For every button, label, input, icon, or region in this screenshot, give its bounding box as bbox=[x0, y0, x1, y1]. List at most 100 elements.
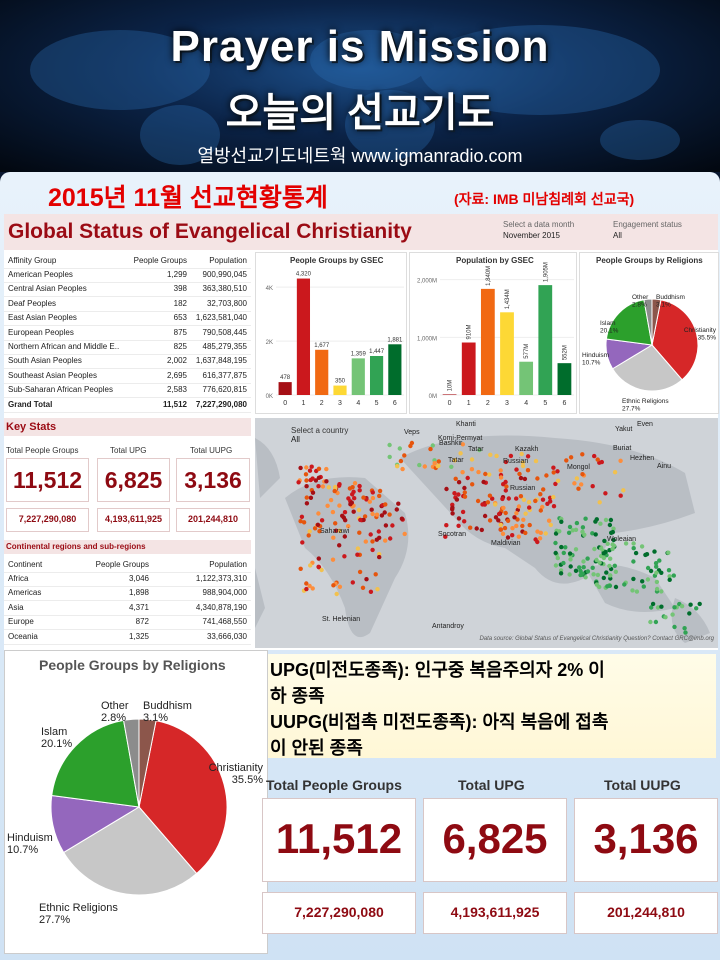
people-group-dot[interactable] bbox=[567, 572, 572, 577]
people-group-dot[interactable] bbox=[514, 467, 519, 472]
people-group-dot[interactable] bbox=[496, 518, 501, 523]
bar-gsec-5[interactable] bbox=[538, 285, 553, 395]
people-group-dot[interactable] bbox=[333, 528, 339, 533]
people-group-dot[interactable] bbox=[369, 507, 374, 512]
people-group-dot[interactable] bbox=[300, 540, 305, 545]
people-group-dot[interactable] bbox=[307, 529, 312, 534]
people-group-dot[interactable] bbox=[659, 604, 664, 609]
people-group-dot[interactable] bbox=[462, 485, 467, 491]
people-group-dot[interactable] bbox=[601, 575, 606, 581]
people-group-dot[interactable] bbox=[608, 576, 613, 581]
people-group-dot[interactable] bbox=[598, 521, 603, 526]
people-group-dot[interactable] bbox=[634, 589, 640, 594]
people-group-dot[interactable] bbox=[342, 554, 347, 559]
people-group-dot[interactable] bbox=[298, 465, 303, 471]
people-group-dot[interactable] bbox=[567, 551, 573, 556]
people-group-dot[interactable] bbox=[601, 555, 607, 561]
people-group-dot[interactable] bbox=[304, 484, 309, 489]
people-group-dot[interactable] bbox=[395, 464, 400, 469]
people-group-dot[interactable] bbox=[498, 522, 503, 527]
people-group-dot[interactable] bbox=[375, 587, 380, 592]
people-group-dot[interactable] bbox=[330, 509, 336, 515]
people-group-dot[interactable] bbox=[352, 481, 358, 486]
people-group-dot[interactable] bbox=[577, 565, 582, 570]
people-group-dot[interactable] bbox=[580, 452, 585, 457]
people-group-dot[interactable] bbox=[540, 497, 546, 502]
people-group-dot[interactable] bbox=[460, 509, 466, 515]
people-group-dot[interactable] bbox=[630, 588, 635, 593]
people-group-dot[interactable] bbox=[525, 454, 531, 459]
people-group-dot[interactable] bbox=[477, 447, 482, 453]
people-group-dot[interactable] bbox=[613, 569, 618, 574]
people-group-dot[interactable] bbox=[299, 514, 305, 519]
people-group-dot[interactable] bbox=[487, 493, 493, 498]
world-map[interactable]: Select a country All Khanti Veps Komi-Perm… bbox=[255, 418, 718, 648]
people-group-dot[interactable] bbox=[574, 520, 580, 526]
people-group-dot[interactable] bbox=[558, 571, 564, 576]
people-group-dot[interactable] bbox=[590, 484, 595, 489]
people-group-dot[interactable] bbox=[346, 496, 351, 501]
people-group-dot[interactable] bbox=[654, 570, 659, 575]
pie-slice-islam[interactable] bbox=[605, 299, 653, 346]
people-group-dot[interactable] bbox=[648, 619, 653, 625]
people-group-dot[interactable] bbox=[683, 630, 688, 635]
people-group-dot[interactable] bbox=[581, 565, 586, 570]
people-group-dot[interactable] bbox=[367, 499, 372, 504]
people-group-dot[interactable] bbox=[591, 572, 596, 577]
bar-gsec-0[interactable] bbox=[278, 382, 292, 395]
people-group-dot[interactable] bbox=[517, 471, 522, 477]
people-group-dot[interactable] bbox=[573, 568, 579, 573]
people-group-dot[interactable] bbox=[514, 496, 519, 501]
people-group-dot[interactable] bbox=[332, 488, 337, 494]
people-group-dot[interactable] bbox=[595, 457, 600, 462]
people-group-dot[interactable] bbox=[580, 472, 585, 477]
people-group-dot[interactable] bbox=[337, 528, 342, 533]
table-row[interactable]: American Peoples 1,299 900,990,045 bbox=[4, 268, 251, 283]
people-group-dot[interactable] bbox=[602, 538, 607, 544]
people-group-dot[interactable] bbox=[357, 569, 363, 575]
people-group-dot[interactable] bbox=[337, 584, 343, 589]
people-group-dot[interactable] bbox=[336, 483, 342, 488]
bar-gsec-3[interactable] bbox=[500, 312, 514, 395]
people-group-dot[interactable] bbox=[525, 468, 531, 473]
people-group-dot[interactable] bbox=[603, 517, 609, 523]
people-group-dot[interactable] bbox=[465, 475, 470, 481]
people-group-dot[interactable] bbox=[561, 560, 566, 566]
people-group-dot[interactable] bbox=[520, 463, 526, 469]
people-group-dot[interactable] bbox=[650, 601, 656, 607]
people-group-dot[interactable] bbox=[548, 499, 553, 504]
people-group-dot[interactable] bbox=[561, 550, 566, 556]
people-group-dot[interactable] bbox=[456, 523, 461, 528]
people-group-dot[interactable] bbox=[452, 491, 457, 496]
people-group-dot[interactable] bbox=[301, 520, 307, 525]
people-group-dot[interactable] bbox=[568, 455, 574, 460]
people-group-dot[interactable] bbox=[409, 440, 415, 446]
people-group-dot[interactable] bbox=[551, 470, 556, 475]
table-row[interactable]: European Peoples 875 790,508,445 bbox=[4, 326, 251, 341]
people-group-dot[interactable] bbox=[607, 522, 613, 528]
people-group-dot[interactable] bbox=[533, 537, 538, 542]
people-group-dot[interactable] bbox=[417, 462, 422, 468]
people-group-dot[interactable] bbox=[316, 466, 322, 471]
people-group-dot[interactable] bbox=[498, 468, 503, 473]
people-group-dot[interactable] bbox=[544, 473, 549, 478]
bar-gsec-1[interactable] bbox=[296, 278, 311, 395]
people-group-dot[interactable] bbox=[618, 458, 623, 463]
people-group-dot[interactable] bbox=[503, 479, 508, 485]
people-group-dot[interactable] bbox=[572, 481, 577, 486]
table-row[interactable]: Southeast Asian Peoples 2,695 616,377,875 bbox=[4, 369, 251, 384]
people-group-dot[interactable] bbox=[304, 586, 309, 592]
people-group-dot[interactable] bbox=[480, 502, 485, 507]
people-group-dot[interactable] bbox=[654, 586, 660, 592]
people-group-dot[interactable] bbox=[333, 484, 338, 490]
people-group-dot[interactable] bbox=[383, 523, 389, 528]
bar-gsec-2[interactable] bbox=[315, 349, 329, 395]
bar-gsec-6[interactable] bbox=[557, 363, 572, 395]
people-group-dot[interactable] bbox=[493, 515, 499, 520]
people-group-dot[interactable] bbox=[553, 550, 558, 556]
people-group-dot[interactable] bbox=[310, 586, 315, 591]
people-group-dot[interactable] bbox=[458, 451, 463, 456]
people-group-dot[interactable] bbox=[450, 511, 455, 516]
people-group-dot[interactable] bbox=[593, 532, 598, 537]
people-group-dot[interactable] bbox=[607, 563, 612, 569]
